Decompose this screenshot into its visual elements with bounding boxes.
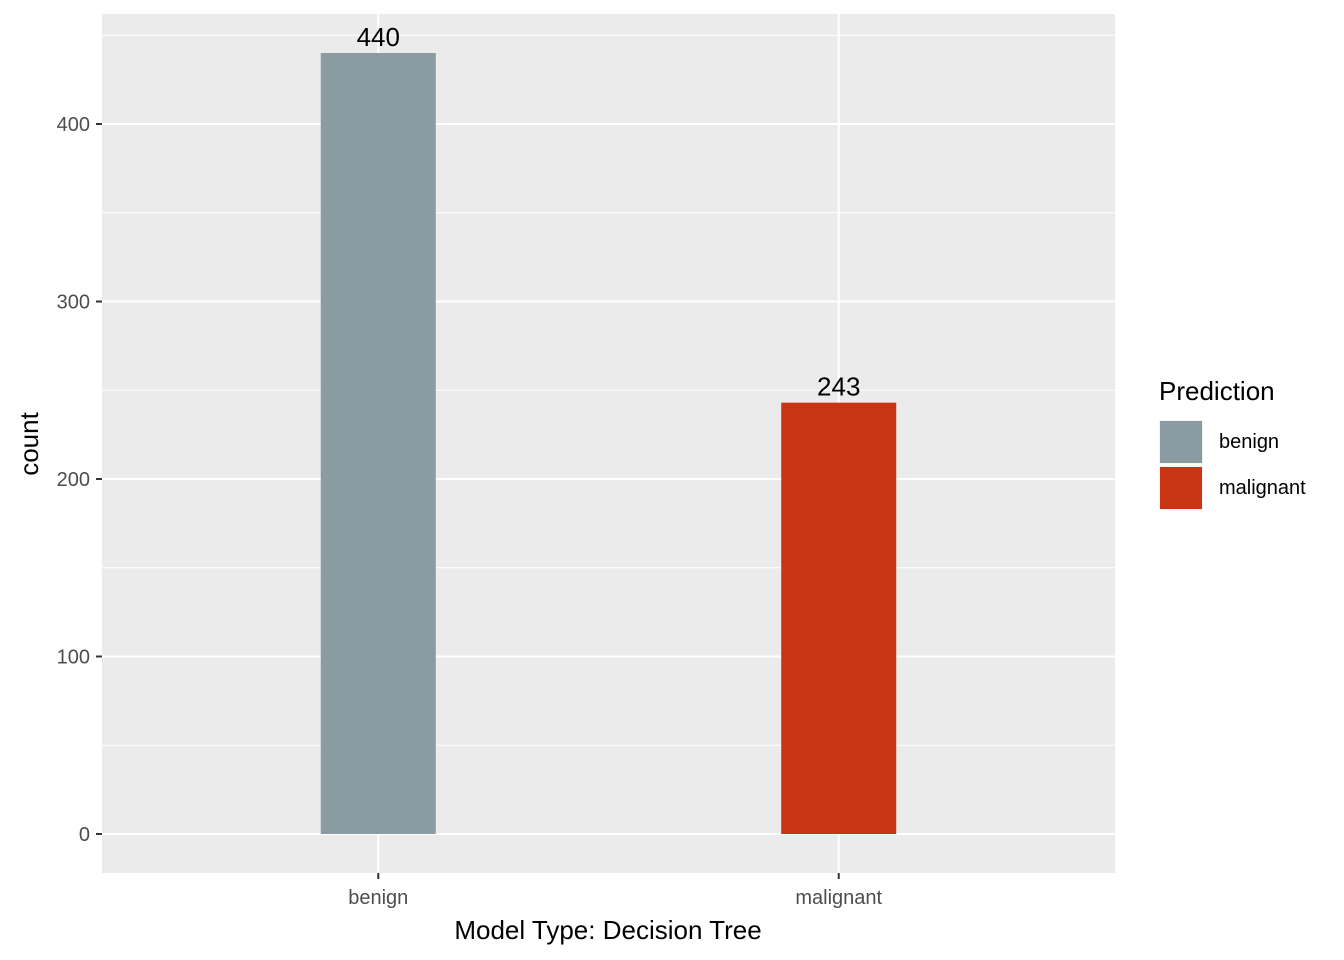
legend-item-benign: benign <box>1159 419 1306 465</box>
bar-benign <box>320 53 436 834</box>
legend-label-malignant: malignant <box>1219 476 1306 499</box>
legend-item-malignant: malignant <box>1159 465 1306 511</box>
x-tick-label-benign: benign <box>348 887 408 909</box>
x-axis-title: Model Type: Decision Tree <box>454 915 761 945</box>
y-tick-label: 0 <box>79 824 90 846</box>
legend-title: Prediction <box>1159 376 1275 406</box>
legend: Prediction benign malignant <box>1159 376 1306 511</box>
plot-panel <box>102 14 1115 873</box>
bar-value-labels: 440 243 <box>357 22 861 402</box>
x-tick-label-malignant: malignant <box>795 887 882 909</box>
bars <box>320 53 897 834</box>
y-axis: 0 100 200 300 400 <box>57 114 102 846</box>
y-tick-label: 100 <box>57 647 90 669</box>
bar-value-label-benign: 440 <box>357 22 400 52</box>
bar-malignant <box>781 402 897 834</box>
y-axis-title: count <box>14 411 44 475</box>
y-tick-label: 300 <box>57 292 90 314</box>
legend-key-malignant <box>1159 466 1203 510</box>
bar-value-label-malignant: 243 <box>817 372 860 402</box>
y-tick-label: 400 <box>57 114 90 136</box>
y-tick-label: 200 <box>57 469 90 491</box>
x-axis: benign malignant <box>348 873 883 909</box>
legend-label-benign: benign <box>1219 430 1280 453</box>
legend-key-benign <box>1159 420 1203 464</box>
